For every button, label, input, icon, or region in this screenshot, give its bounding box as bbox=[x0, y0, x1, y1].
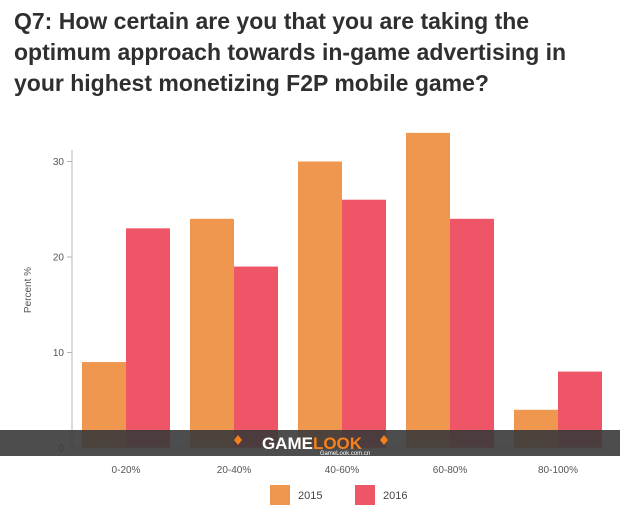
bar-2016-60-80% bbox=[450, 218, 494, 448]
x-tick-label: 40-60% bbox=[325, 465, 360, 476]
x-tick-label: 0-20% bbox=[112, 465, 141, 476]
watermark-ornament-icon bbox=[380, 435, 388, 445]
bar-2015-20-40% bbox=[190, 218, 234, 448]
bar-2016-0-20% bbox=[126, 228, 170, 448]
y-axis: 0102030 bbox=[53, 150, 73, 455]
y-tick-label: 10 bbox=[53, 348, 65, 359]
bar-2016-20-40% bbox=[234, 266, 278, 448]
bars bbox=[82, 132, 602, 448]
y-axis-label: Percent % bbox=[23, 267, 34, 313]
legend-label: 2015 bbox=[298, 490, 322, 502]
legend-swatch-2015 bbox=[270, 485, 290, 505]
bar-2016-40-60% bbox=[342, 199, 386, 448]
y-tick-label: 30 bbox=[53, 157, 65, 168]
watermark-ornament-icon bbox=[234, 435, 242, 445]
legend: 2015 2016 bbox=[270, 485, 407, 505]
watermark-logo: GAMELOOK bbox=[262, 434, 363, 453]
legend-label: 2016 bbox=[383, 490, 407, 502]
bar-2015-40-60% bbox=[298, 161, 342, 448]
chart-title: Q7: How certain are you that you are tak… bbox=[14, 8, 567, 96]
watermark-band bbox=[0, 430, 620, 456]
x-tick-label: 20-40% bbox=[217, 465, 252, 476]
x-tick-label: 80-100% bbox=[538, 465, 578, 476]
y-tick-label: 20 bbox=[53, 253, 65, 264]
legend-swatch-2016 bbox=[355, 485, 375, 505]
bar-2015-60-80% bbox=[406, 132, 450, 448]
x-tick-label: 60-80% bbox=[433, 465, 468, 476]
watermark-site: GameLook.com.cn bbox=[320, 451, 370, 457]
